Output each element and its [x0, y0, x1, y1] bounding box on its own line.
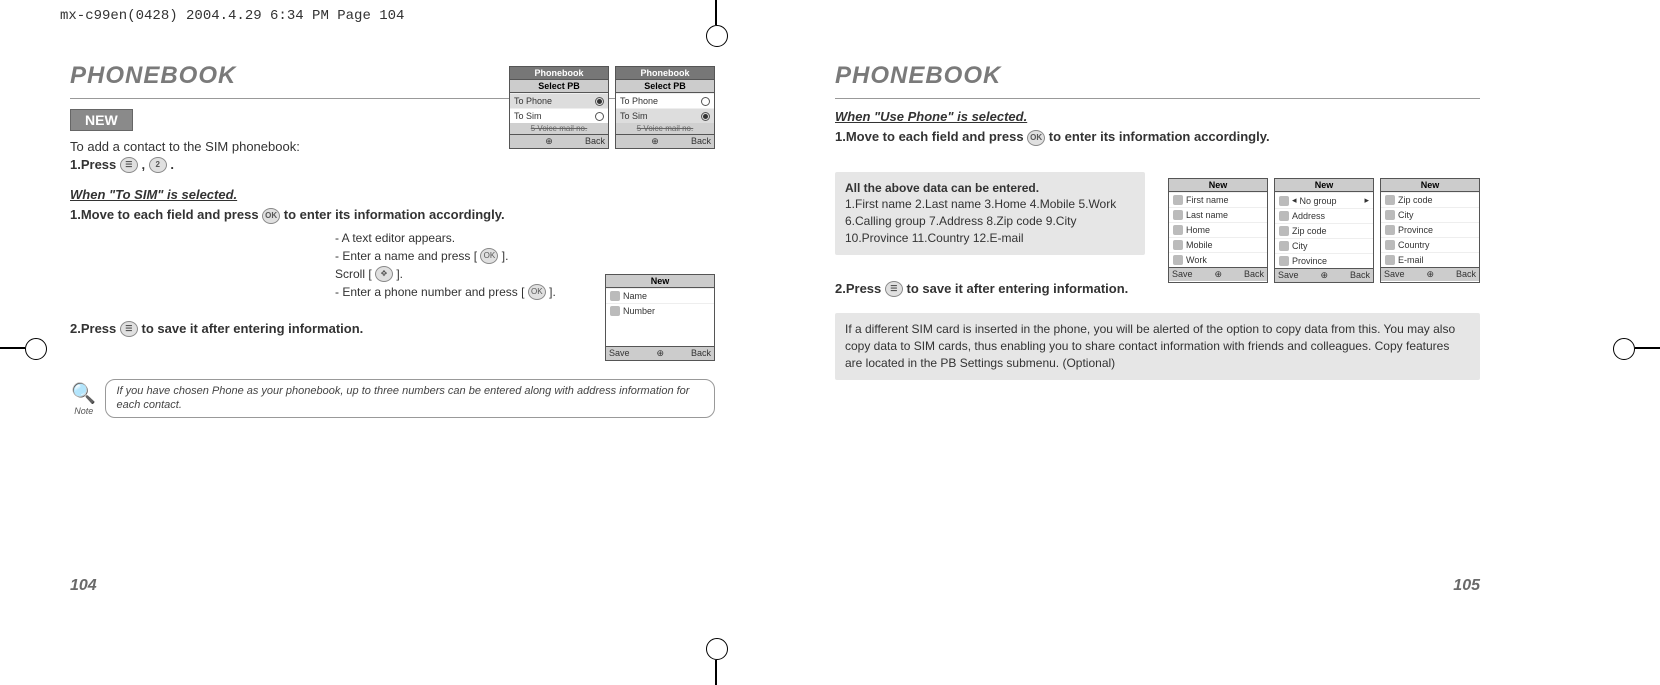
step-2: 2.Press ☰ to save it after entering info… — [835, 281, 1480, 298]
mini-screen-r2: New ◂No group▸ Address Zip code City Pro… — [1274, 178, 1374, 283]
mini-screens-top: Phonebook Select PB To Phone To Sim 5 Vo… — [509, 66, 715, 149]
info-body: 1.First name 2.Last name 3.Home 4.Mobile… — [845, 196, 1135, 246]
nav-key-icon: ✥ — [375, 266, 393, 282]
mini-footer: ⊕Back — [510, 134, 608, 148]
info-box-sim: If a different SIM card is inserted in t… — [835, 313, 1480, 379]
mini-row: To Sim — [616, 108, 714, 123]
page-right: PHONEBOOK When "Use Phone" is selected. … — [835, 62, 1480, 595]
mini-row: Mobile — [1169, 237, 1267, 252]
mini-screen-2: Phonebook Select PB To Phone To Sim 5 Vo… — [615, 66, 715, 149]
mini-row: City — [1381, 207, 1479, 222]
crop-mark — [715, 0, 717, 25]
mini-row: Province — [1381, 222, 1479, 237]
mini-row: Work — [1169, 252, 1267, 267]
mini-footer: Save⊕Back — [1275, 268, 1373, 282]
mini-row: Province — [1275, 253, 1373, 268]
step-1-text: 1.Press — [70, 157, 120, 172]
note-icon: 🔍Note — [70, 381, 97, 416]
ok-key-icon: OK — [1027, 130, 1045, 146]
comma: , — [142, 157, 149, 172]
step-move: 1.Move to each field and press OK to ent… — [70, 207, 715, 224]
step-2-b: to save it after entering information. — [907, 281, 1129, 296]
note-box: 🔍Note If you have chosen Phone as your p… — [70, 379, 715, 418]
mini-header: New — [1381, 179, 1479, 192]
mini-row: Number — [606, 303, 714, 318]
mini-sub: Select PB — [616, 80, 714, 93]
right-screens: New First name Last name Home Mobile Wor… — [1168, 178, 1480, 283]
info-title: All the above data can be entered. — [845, 180, 1135, 197]
detail-line: - A text editor appears. — [335, 229, 715, 247]
ok-key-icon: OK — [480, 248, 498, 264]
sub-heading-phone: When "Use Phone" is selected. — [835, 109, 1480, 124]
step-move-b: to enter its information accordingly. — [284, 207, 505, 222]
note-text: If you have chosen Phone as your phonebo… — [105, 379, 715, 418]
menu-key-icon: ☰ — [120, 157, 138, 173]
key-2-icon: 2 — [149, 157, 167, 173]
step-move-a: 1.Move to each field and press — [835, 129, 1027, 144]
info-box-fields: All the above data can be entered. 1.Fir… — [835, 172, 1145, 255]
mini-row: To Phone — [510, 93, 608, 108]
mini-row: E-mail — [1381, 252, 1479, 267]
mini-row: Address — [1275, 208, 1373, 223]
step-2-a: 2.Press — [835, 281, 885, 296]
period: . — [170, 157, 174, 172]
page-left: PHONEBOOK NEW To add a contact to the SI… — [70, 62, 715, 595]
new-badge: NEW — [70, 109, 133, 131]
prepress-header: mx-c99en(0428) 2004.4.29 6:34 PM Page 10… — [60, 8, 404, 24]
mini-row: To Sim — [510, 108, 608, 123]
mini-footer: Save⊕Back — [1169, 267, 1267, 281]
mini-row: First name — [1169, 192, 1267, 207]
sub-heading-sim: When "To SIM" is selected. — [70, 187, 715, 202]
crop-mark — [1635, 347, 1660, 349]
mini-row: Country — [1381, 237, 1479, 252]
page-number: 104 — [70, 577, 97, 595]
mini-screen-r3: New Zip code City Province Country E-mai… — [1380, 178, 1480, 283]
page-title: PHONEBOOK — [835, 62, 1480, 90]
mini-row: City — [1275, 238, 1373, 253]
menu-key-icon: ☰ — [120, 321, 138, 337]
mini-footer: Save⊕Back — [606, 346, 714, 360]
page-number: 105 — [1453, 577, 1480, 595]
step-move-a: 1.Move to each field and press — [70, 207, 262, 222]
step-move-b: to enter its information accordingly. — [1049, 129, 1270, 144]
mini-row: Name — [606, 288, 714, 303]
mini-strike: 5 Voice mail no. — [616, 123, 714, 134]
mini-strike: 5 Voice mail no. — [510, 123, 608, 134]
crop-mark — [0, 347, 25, 349]
ok-key-icon: OK — [262, 208, 280, 224]
mini-header: New — [1275, 179, 1373, 192]
mini-header: Phonebook — [510, 67, 608, 80]
mini-header: New — [1169, 179, 1267, 192]
mini-screen-new: New Name Number Save⊕Back — [605, 274, 715, 361]
menu-key-icon: ☰ — [885, 281, 903, 297]
step-1: 1.Press ☰ , 2 . — [70, 157, 715, 174]
mini-row: ◂No group▸ — [1275, 192, 1373, 208]
mini-screen-r1: New First name Last name Home Mobile Wor… — [1168, 178, 1268, 283]
mini-footer: ⊕Back — [616, 134, 714, 148]
crop-mark — [715, 660, 717, 685]
mini-header: New — [606, 275, 714, 288]
detail-line: - Enter a name and press [ OK ]. — [335, 247, 715, 265]
mini-sub: Select PB — [510, 80, 608, 93]
mini-header: Phonebook — [616, 67, 714, 80]
mini-row: To Phone — [616, 93, 714, 108]
mini-row: Home — [1169, 222, 1267, 237]
step-2-a: 2.Press — [70, 321, 120, 336]
mini-row: Zip code — [1381, 192, 1479, 207]
mini-row: Zip code — [1275, 223, 1373, 238]
mini-screen-1: Phonebook Select PB To Phone To Sim 5 Vo… — [509, 66, 609, 149]
ok-key-icon: OK — [528, 284, 546, 300]
mini-row: Last name — [1169, 207, 1267, 222]
step-move: 1.Move to each field and press OK to ent… — [835, 129, 1480, 146]
step-2-b: to save it after entering information. — [142, 321, 364, 336]
mini-footer: Save⊕Back — [1381, 267, 1479, 281]
